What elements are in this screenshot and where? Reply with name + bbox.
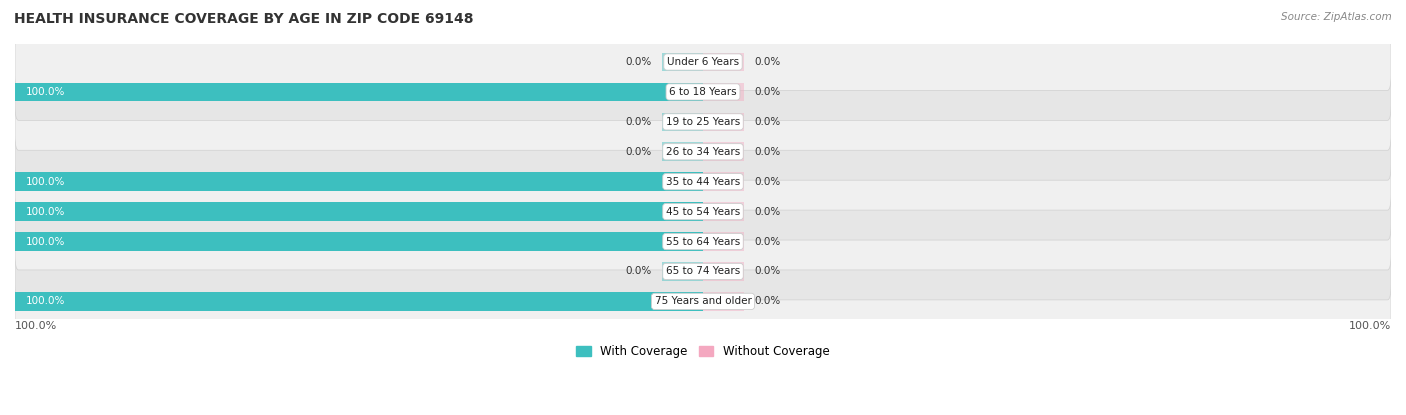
Bar	[662, 262, 703, 281]
Bar	[662, 142, 703, 161]
Text: 0.0%: 0.0%	[755, 117, 780, 127]
Text: 100.0%: 100.0%	[25, 177, 65, 187]
FancyBboxPatch shape	[15, 183, 1391, 240]
Bar	[15, 83, 703, 101]
Bar	[703, 262, 744, 281]
Text: Source: ZipAtlas.com: Source: ZipAtlas.com	[1281, 12, 1392, 22]
Bar	[703, 112, 744, 131]
Text: 0.0%: 0.0%	[755, 147, 780, 157]
Text: 75 Years and older: 75 Years and older	[655, 296, 751, 306]
FancyBboxPatch shape	[15, 213, 1391, 270]
Bar	[703, 203, 744, 221]
Text: 0.0%: 0.0%	[626, 117, 651, 127]
FancyBboxPatch shape	[15, 243, 1391, 300]
Text: 0.0%: 0.0%	[755, 57, 780, 67]
Text: 0.0%: 0.0%	[755, 296, 780, 306]
Text: 0.0%: 0.0%	[755, 177, 780, 187]
Text: 100.0%: 100.0%	[1348, 321, 1391, 331]
Text: 0.0%: 0.0%	[626, 147, 651, 157]
FancyBboxPatch shape	[15, 63, 1391, 120]
Text: 0.0%: 0.0%	[755, 266, 780, 276]
Text: Under 6 Years: Under 6 Years	[666, 57, 740, 67]
Bar	[662, 112, 703, 131]
Text: 100.0%: 100.0%	[25, 296, 65, 306]
Text: 0.0%: 0.0%	[755, 237, 780, 247]
Bar	[703, 292, 744, 311]
Bar	[703, 83, 744, 101]
FancyBboxPatch shape	[15, 93, 1391, 150]
Text: 100.0%: 100.0%	[25, 87, 65, 97]
Bar	[703, 232, 744, 251]
Bar	[15, 292, 703, 311]
Text: 26 to 34 Years: 26 to 34 Years	[666, 147, 740, 157]
Text: 100.0%: 100.0%	[25, 207, 65, 217]
Text: 0.0%: 0.0%	[755, 87, 780, 97]
Text: 35 to 44 Years: 35 to 44 Years	[666, 177, 740, 187]
Bar	[662, 53, 703, 71]
FancyBboxPatch shape	[15, 34, 1391, 90]
Text: 100.0%: 100.0%	[25, 237, 65, 247]
Bar	[703, 172, 744, 191]
Text: HEALTH INSURANCE COVERAGE BY AGE IN ZIP CODE 69148: HEALTH INSURANCE COVERAGE BY AGE IN ZIP …	[14, 12, 474, 27]
FancyBboxPatch shape	[15, 123, 1391, 180]
FancyBboxPatch shape	[15, 273, 1391, 330]
Text: 65 to 74 Years: 65 to 74 Years	[666, 266, 740, 276]
Bar	[15, 203, 703, 221]
Text: 100.0%: 100.0%	[15, 321, 58, 331]
Bar	[15, 172, 703, 191]
Text: 45 to 54 Years: 45 to 54 Years	[666, 207, 740, 217]
Bar	[703, 53, 744, 71]
Text: 0.0%: 0.0%	[755, 207, 780, 217]
Text: 0.0%: 0.0%	[626, 57, 651, 67]
Bar	[703, 142, 744, 161]
Text: 19 to 25 Years: 19 to 25 Years	[666, 117, 740, 127]
Text: 55 to 64 Years: 55 to 64 Years	[666, 237, 740, 247]
Bar	[15, 232, 703, 251]
Text: 0.0%: 0.0%	[626, 266, 651, 276]
FancyBboxPatch shape	[15, 153, 1391, 210]
Text: 6 to 18 Years: 6 to 18 Years	[669, 87, 737, 97]
Legend: With Coverage, Without Coverage: With Coverage, Without Coverage	[572, 341, 834, 363]
